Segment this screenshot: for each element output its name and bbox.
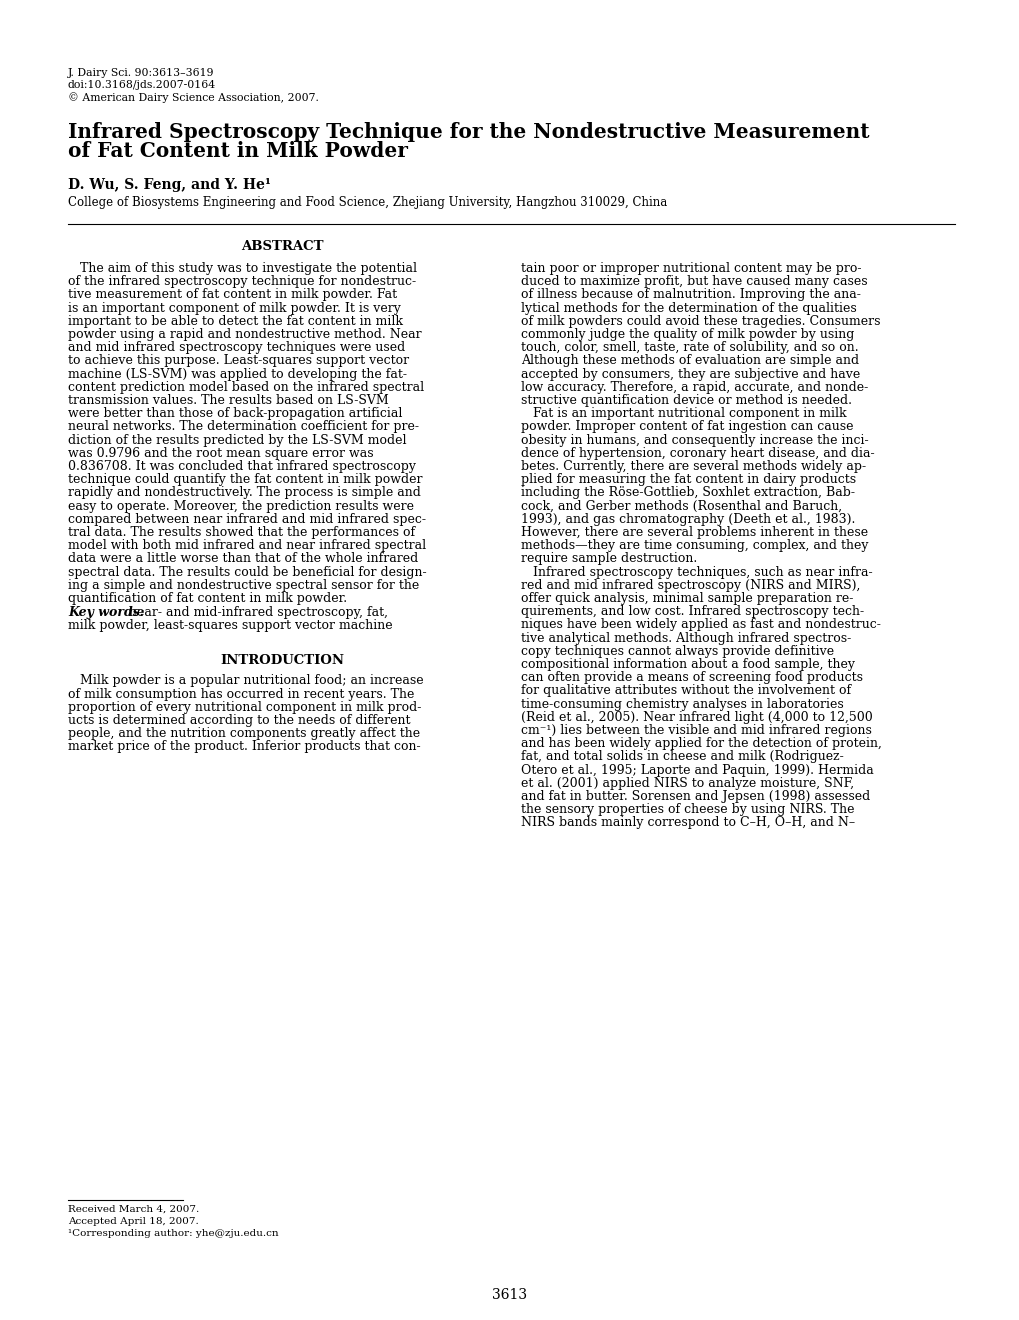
Text: Infrared spectroscopy techniques, such as near infra-: Infrared spectroscopy techniques, such a…: [521, 565, 872, 578]
Text: of milk powders could avoid these tragedies. Consumers: of milk powders could avoid these traged…: [521, 314, 879, 327]
Text: quirements, and low cost. Infrared spectroscopy tech-: quirements, and low cost. Infrared spect…: [521, 605, 863, 618]
Text: easy to operate. Moreover, the prediction results were: easy to operate. Moreover, the predictio…: [68, 499, 414, 512]
Text: Otero et al., 1995; Laporte and Paquin, 1999). Hermida: Otero et al., 1995; Laporte and Paquin, …: [521, 763, 873, 776]
Text: quantification of fat content in milk powder.: quantification of fat content in milk po…: [68, 591, 346, 605]
Text: of milk consumption has occurred in recent years. The: of milk consumption has occurred in rece…: [68, 688, 414, 701]
Text: touch, color, smell, taste, rate of solubility, and so on.: touch, color, smell, taste, rate of solu…: [521, 341, 858, 354]
Text: Infrared Spectroscopy Technique for the Nondestructive Measurement: Infrared Spectroscopy Technique for the …: [68, 121, 868, 143]
Text: proportion of every nutritional component in milk prod-: proportion of every nutritional componen…: [68, 701, 421, 714]
Text: Key words:: Key words:: [68, 606, 145, 619]
Text: people, and the nutrition components greatly affect the: people, and the nutrition components gre…: [68, 727, 420, 741]
Text: Milk powder is a popular nutritional food; an increase: Milk powder is a popular nutritional foo…: [68, 675, 423, 688]
Text: © American Dairy Science Association, 2007.: © American Dairy Science Association, 20…: [68, 92, 319, 103]
Text: near- and mid-infrared spectroscopy, fat,: near- and mid-infrared spectroscopy, fat…: [125, 606, 387, 619]
Text: require sample destruction.: require sample destruction.: [521, 552, 697, 565]
Text: duced to maximize profit, but have caused many cases: duced to maximize profit, but have cause…: [521, 275, 867, 288]
Text: is an important component of milk powder. It is very: is an important component of milk powder…: [68, 301, 400, 314]
Text: tive analytical methods. Although infrared spectros-: tive analytical methods. Although infrar…: [521, 631, 851, 644]
Text: dence of hypertension, coronary heart disease, and dia-: dence of hypertension, coronary heart di…: [521, 446, 873, 459]
Text: tral data. The results showed that the performances of: tral data. The results showed that the p…: [68, 525, 415, 539]
Text: to achieve this purpose. Least-squares support vector: to achieve this purpose. Least-squares s…: [68, 354, 409, 367]
Text: methods—they are time consuming, complex, and they: methods—they are time consuming, complex…: [521, 539, 867, 552]
Text: cock, and Gerber methods (Rosenthal and Baruch,: cock, and Gerber methods (Rosenthal and …: [521, 499, 842, 512]
Text: Received March 4, 2007.: Received March 4, 2007.: [68, 1205, 199, 1214]
Text: Although these methods of evaluation are simple and: Although these methods of evaluation are…: [521, 354, 858, 367]
Text: model with both mid infrared and near infrared spectral: model with both mid infrared and near in…: [68, 539, 426, 552]
Text: of Fat Content in Milk Powder: of Fat Content in Milk Powder: [68, 141, 408, 161]
Text: J. Dairy Sci. 90:3613–3619: J. Dairy Sci. 90:3613–3619: [68, 69, 214, 78]
Text: tive measurement of fat content in milk powder. Fat: tive measurement of fat content in milk …: [68, 288, 396, 301]
Text: plied for measuring the fat content in dairy products: plied for measuring the fat content in d…: [521, 473, 855, 486]
Text: obesity in humans, and consequently increase the inci-: obesity in humans, and consequently incr…: [521, 433, 868, 446]
Text: ucts is determined according to the needs of different: ucts is determined according to the need…: [68, 714, 410, 727]
Text: including the Röse-Gottlieb, Soxhlet extraction, Bab-: including the Röse-Gottlieb, Soxhlet ext…: [521, 486, 854, 499]
Text: lytical methods for the determination of the qualities: lytical methods for the determination of…: [521, 301, 856, 314]
Text: INTRODUCTION: INTRODUCTION: [220, 655, 344, 668]
Text: rapidly and nondestructively. The process is simple and: rapidly and nondestructively. The proces…: [68, 486, 421, 499]
Text: technique could quantify the fat content in milk powder: technique could quantify the fat content…: [68, 473, 422, 486]
Text: fat, and total solids in cheese and milk (Rodriguez-: fat, and total solids in cheese and milk…: [521, 750, 843, 763]
Text: milk powder, least-squares support vector machine: milk powder, least-squares support vecto…: [68, 619, 392, 632]
Text: and mid infrared spectroscopy techniques were used: and mid infrared spectroscopy techniques…: [68, 341, 405, 354]
Text: important to be able to detect the fat content in milk: important to be able to detect the fat c…: [68, 314, 403, 327]
Text: 3613: 3613: [492, 1288, 527, 1302]
Text: However, there are several problems inherent in these: However, there are several problems inhe…: [521, 525, 867, 539]
Text: data were a little worse than that of the whole infrared: data were a little worse than that of th…: [68, 552, 418, 565]
Text: (Reid et al., 2005). Near infrared light (4,000 to 12,500: (Reid et al., 2005). Near infrared light…: [521, 710, 872, 723]
Text: low accuracy. Therefore, a rapid, accurate, and nonde-: low accuracy. Therefore, a rapid, accura…: [521, 380, 867, 393]
Text: neural networks. The determination coefficient for pre-: neural networks. The determination coeff…: [68, 420, 419, 433]
Text: and has been widely applied for the detection of protein,: and has been widely applied for the dete…: [521, 737, 881, 750]
Text: red and mid infrared spectroscopy (NIRS and MIRS),: red and mid infrared spectroscopy (NIRS …: [521, 578, 860, 591]
Text: Accepted April 18, 2007.: Accepted April 18, 2007.: [68, 1217, 199, 1226]
Text: of illness because of malnutrition. Improving the ana-: of illness because of malnutrition. Impr…: [521, 288, 860, 301]
Text: market price of the product. Inferior products that con-: market price of the product. Inferior pr…: [68, 741, 420, 754]
Text: diction of the results predicted by the LS-SVM model: diction of the results predicted by the …: [68, 433, 407, 446]
Text: content prediction model based on the infrared spectral: content prediction model based on the in…: [68, 380, 424, 393]
Text: NIRS bands mainly correspond to C–H, O–H, and N–: NIRS bands mainly correspond to C–H, O–H…: [521, 816, 854, 829]
Text: doi:10.3168/jds.2007-0164: doi:10.3168/jds.2007-0164: [68, 81, 216, 90]
Text: accepted by consumers, they are subjective and have: accepted by consumers, they are subjecti…: [521, 367, 859, 380]
Text: et al. (2001) applied NIRS to analyze moisture, SNF,: et al. (2001) applied NIRS to analyze mo…: [521, 776, 853, 789]
Text: 0.836708. It was concluded that infrared spectroscopy: 0.836708. It was concluded that infrared…: [68, 459, 416, 473]
Text: spectral data. The results could be beneficial for design-: spectral data. The results could be bene…: [68, 565, 426, 578]
Text: powder using a rapid and nondestructive method. Near: powder using a rapid and nondestructive …: [68, 327, 421, 341]
Text: The aim of this study was to investigate the potential: The aim of this study was to investigate…: [68, 261, 417, 275]
Text: Fat is an important nutritional component in milk: Fat is an important nutritional componen…: [521, 407, 846, 420]
Text: the sensory properties of cheese by using NIRS. The: the sensory properties of cheese by usin…: [521, 803, 854, 816]
Text: D. Wu, S. Feng, and Y. He¹: D. Wu, S. Feng, and Y. He¹: [68, 178, 271, 191]
Text: 1993), and gas chromatography (Deeth et al., 1983).: 1993), and gas chromatography (Deeth et …: [521, 512, 855, 525]
Text: ing a simple and nondestructive spectral sensor for the: ing a simple and nondestructive spectral…: [68, 578, 419, 591]
Text: commonly judge the quality of milk powder by using: commonly judge the quality of milk powde…: [521, 327, 854, 341]
Text: powder. Improper content of fat ingestion can cause: powder. Improper content of fat ingestio…: [521, 420, 853, 433]
Text: compositional information about a food sample, they: compositional information about a food s…: [521, 657, 854, 671]
Text: betes. Currently, there are several methods widely ap-: betes. Currently, there are several meth…: [521, 459, 865, 473]
Text: niques have been widely applied as fast and nondestruc-: niques have been widely applied as fast …: [521, 618, 880, 631]
Text: copy techniques cannot always provide definitive: copy techniques cannot always provide de…: [521, 644, 834, 657]
Text: offer quick analysis, minimal sample preparation re-: offer quick analysis, minimal sample pre…: [521, 591, 853, 605]
Text: cm⁻¹) lies between the visible and mid infrared regions: cm⁻¹) lies between the visible and mid i…: [521, 723, 871, 737]
Text: structive quantification device or method is needed.: structive quantification device or metho…: [521, 393, 851, 407]
Text: were better than those of back-propagation artificial: were better than those of back-propagati…: [68, 407, 401, 420]
Text: ABSTRACT: ABSTRACT: [242, 240, 323, 253]
Text: transmission values. The results based on LS-SVM: transmission values. The results based o…: [68, 393, 388, 407]
Text: ¹Corresponding author: yhe@zju.edu.cn: ¹Corresponding author: yhe@zju.edu.cn: [68, 1229, 278, 1238]
Text: College of Biosystems Engineering and Food Science, Zhejiang University, Hangzho: College of Biosystems Engineering and Fo…: [68, 195, 666, 209]
Text: tain poor or improper nutritional content may be pro-: tain poor or improper nutritional conten…: [521, 261, 861, 275]
Text: compared between near infrared and mid infrared spec-: compared between near infrared and mid i…: [68, 512, 426, 525]
Text: for qualitative attributes without the involvement of: for qualitative attributes without the i…: [521, 684, 850, 697]
Text: machine (LS-SVM) was applied to developing the fat-: machine (LS-SVM) was applied to developi…: [68, 367, 407, 380]
Text: was 0.9796 and the root mean square error was: was 0.9796 and the root mean square erro…: [68, 446, 373, 459]
Text: and fat in butter. Sorensen and Jepsen (1998) assessed: and fat in butter. Sorensen and Jepsen (…: [521, 789, 869, 803]
Text: of the infrared spectroscopy technique for nondestruc-: of the infrared spectroscopy technique f…: [68, 275, 416, 288]
Text: time-consuming chemistry analyses in laboratories: time-consuming chemistry analyses in lab…: [521, 697, 843, 710]
Text: can often provide a means of screening food products: can often provide a means of screening f…: [521, 671, 862, 684]
